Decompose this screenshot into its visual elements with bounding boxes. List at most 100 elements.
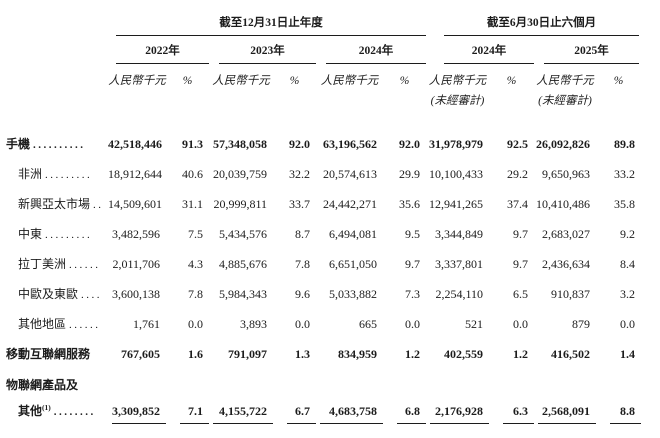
cell-percent: 0.0 xyxy=(295,317,310,331)
cell-percent: 8.7 xyxy=(295,227,310,241)
cell-amount: 4,155,722 xyxy=(213,397,273,424)
footnote-marker: (1) xyxy=(42,403,51,412)
dot-leader: .... xyxy=(81,289,103,301)
row-label: 中歐及東歐.... xyxy=(18,287,103,301)
cell-percent: 9.5 xyxy=(405,227,420,241)
cell-amount: 2,568,091 xyxy=(538,397,596,424)
cell-amount: 3,482,596 xyxy=(112,227,160,241)
table-row: 其他(1)........ 3,309,852 7.1 4,155,722 6.7 4,6… xyxy=(6,395,647,425)
cell-amount: 10,410,486 xyxy=(536,197,590,211)
table-row: 總計.......... 46,595,903 100.0 62,294,877 100… xyxy=(6,432,647,438)
cell-amount: 4,885,676 xyxy=(219,257,267,271)
dot-leader: ...... xyxy=(69,259,101,271)
cell-percent: 9.7 xyxy=(405,257,420,271)
cell-percent: 92.0 xyxy=(289,137,310,151)
cell-percent: 37.4 xyxy=(507,197,528,211)
cell-amount: 63,196,562 xyxy=(323,137,377,151)
cell-percent: 1.3 xyxy=(295,347,310,361)
cell-percent: 29.2 xyxy=(507,167,528,181)
row-label: 非洲......... xyxy=(18,167,93,181)
cell-amount xyxy=(316,379,383,389)
year-header: 2025年 xyxy=(544,36,639,64)
cell-amount: 2,254,110 xyxy=(435,287,483,301)
cell-amount: 46,595,903 xyxy=(112,434,166,438)
table-row: 移動互聯網服務 767,605 1.6 791,097 1.3 834,959 1.2 402… xyxy=(6,338,647,368)
cell-percent: 7.8 xyxy=(188,287,203,301)
table-row: 新興亞太市場.. 14,509,601 31.1 20,999,811 33.7 24,4… xyxy=(6,188,647,218)
cell-amount: 6,494,081 xyxy=(329,227,377,241)
unit-header-currency: 人民幣千元 xyxy=(108,75,166,87)
cell-percent: 7.1 xyxy=(180,397,209,424)
cell-amount: 2,011,706 xyxy=(112,257,160,271)
unit-header-percent: % xyxy=(506,75,517,87)
row-label: 其他地區...... xyxy=(18,317,101,331)
cell-percent: 9.7 xyxy=(513,227,528,241)
cell-amount: 20,574,613 xyxy=(323,167,377,181)
cell-percent: 4.3 xyxy=(188,257,203,271)
row-label: 物聯網產品及 xyxy=(6,378,79,392)
table-row: 非洲......... 18,912,644 40.6 20,039,759 32.2 2… xyxy=(6,158,647,188)
unit-header-percent: % xyxy=(182,75,193,87)
cell-amount: 57,348,058 xyxy=(213,137,267,151)
cell-percent: 7.3 xyxy=(405,287,420,301)
cell-amount: 20,039,759 xyxy=(213,167,267,181)
cell-amount xyxy=(108,379,166,389)
cell-amount: 6,651,050 xyxy=(329,257,377,271)
table-header-group-row: 截至12月31日止年度 截至6月30日止六個月 xyxy=(6,14,647,36)
cell-percent: 100.0 xyxy=(503,434,534,438)
cell-amount: 910,837 xyxy=(551,287,590,301)
cell-amount xyxy=(209,379,273,389)
cell-percent: 100.0 xyxy=(287,434,316,438)
unit-header-percent: % xyxy=(399,75,410,87)
cell-amount xyxy=(534,379,596,389)
table-header-unit-row: 人民幣千元% 人民幣千元% 人民幣千元% 人民幣千元% 人民幣千元% xyxy=(6,64,647,88)
cell-amount: 402,559 xyxy=(444,347,483,361)
cell-amount: 34,558,466 xyxy=(430,434,489,438)
cell-percent: 40.6 xyxy=(182,167,203,181)
cell-percent: 1.6 xyxy=(188,347,203,361)
table-header-note-row: (未經審計) (未經審計) xyxy=(6,88,647,108)
table-row: 拉丁美洲...... 2,011,706 4.3 4,885,676 7.8 6,651,… xyxy=(6,248,647,278)
cell-percent: 33.7 xyxy=(289,197,310,211)
cell-percent: 31.1 xyxy=(182,197,203,211)
cell-amount: 62,294,877 xyxy=(213,434,273,438)
cell-amount: 5,984,343 xyxy=(219,287,267,301)
unit-header-currency: 人民幣千元 xyxy=(428,75,487,87)
cell-percent: 100.0 xyxy=(397,434,426,438)
cell-percent: 100.0 xyxy=(180,434,209,438)
cell-percent: 9.6 xyxy=(295,287,310,301)
row-label: 其他(1)........ xyxy=(18,403,96,418)
table-row: 手機.......... 42,518,446 91.3 57,348,058 92.0… xyxy=(6,128,647,158)
table-row: 物聯網產品及 xyxy=(6,368,647,395)
cell-percent: 35.8 xyxy=(614,197,635,211)
cell-percent: 7.8 xyxy=(295,257,310,271)
period-group-annual: 截至12月31日止年度 xyxy=(116,14,426,36)
year-header: 2023年 xyxy=(219,36,316,64)
cell-percent: 1.2 xyxy=(513,347,528,361)
cell-percent: 92.0 xyxy=(399,137,420,151)
cell-percent: 6.7 xyxy=(287,397,316,424)
cell-percent: 8.4 xyxy=(620,257,635,271)
row-label: 手機.......... xyxy=(6,137,86,151)
cell-percent: 0.0 xyxy=(405,317,420,331)
cell-amount: 10,100,433 xyxy=(429,167,483,181)
cell-amount: 68,715,279 xyxy=(320,434,383,438)
cell-percent: 89.8 xyxy=(614,137,635,151)
dot-leader: ......... xyxy=(45,169,93,181)
row-label: 拉丁美洲...... xyxy=(18,257,101,271)
cell-percent: 91.3 xyxy=(182,137,203,151)
cell-amount: 2,176,928 xyxy=(430,397,489,424)
cell-percent: 6.5 xyxy=(513,287,528,301)
cell-percent: 35.6 xyxy=(399,197,420,211)
cell-percent xyxy=(596,379,641,389)
cell-amount: 767,605 xyxy=(121,347,160,361)
cell-percent: 32.2 xyxy=(289,167,310,181)
cell-percent: 6.8 xyxy=(397,397,426,424)
table-body: 手機.......... 42,518,446 91.3 57,348,058 92.0… xyxy=(6,128,647,438)
unit-header-percent: % xyxy=(613,75,624,87)
cell-percent: 92.5 xyxy=(507,137,528,151)
cell-amount: 834,959 xyxy=(338,347,377,361)
cell-amount: 14,509,601 xyxy=(108,197,162,211)
cell-amount: 31,978,979 xyxy=(429,137,483,151)
